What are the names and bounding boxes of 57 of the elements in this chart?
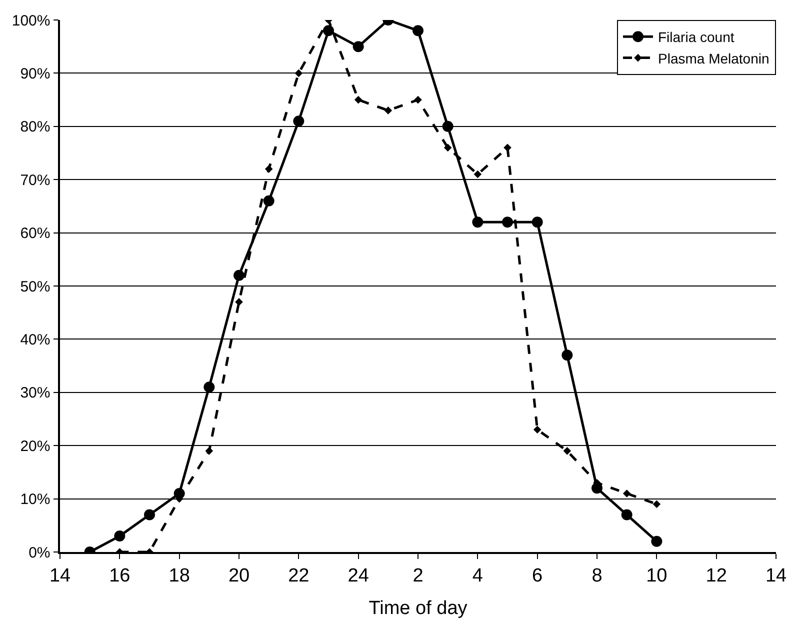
point — [263, 195, 274, 206]
point — [412, 25, 424, 36]
point — [323, 25, 334, 36]
point — [442, 120, 454, 132]
point — [504, 144, 512, 152]
y-tick-label: 70% — [20, 172, 50, 189]
x-tick-label: 12 — [706, 566, 727, 587]
y-tick-label: 20% — [20, 438, 50, 455]
x-tick-label: 14 — [765, 566, 787, 587]
legend-label: Filaria count — [658, 29, 734, 46]
point — [264, 165, 273, 173]
point — [235, 298, 243, 306]
x-tick-label: 16 — [109, 566, 130, 587]
x-tick-label: 20 — [228, 566, 250, 587]
point — [354, 96, 362, 104]
x-tick-label: 22 — [288, 566, 310, 587]
legend-label: Plasma Melatonin — [658, 50, 770, 66]
x-tick-label: 2 — [412, 566, 424, 587]
point — [474, 170, 482, 178]
x-tick-label: 10 — [646, 566, 668, 587]
point — [533, 426, 542, 434]
point — [384, 106, 392, 114]
y-tick-label: 30% — [20, 384, 50, 402]
y-tick-label: 0% — [28, 544, 50, 562]
y-tick-label: 60% — [20, 225, 50, 242]
x-axis-title: Time of day — [368, 598, 468, 619]
point — [532, 216, 543, 228]
point — [562, 350, 573, 361]
point — [294, 69, 303, 78]
point — [563, 447, 572, 455]
y-tick-label: 100% — [12, 12, 50, 30]
point — [204, 382, 215, 393]
point — [444, 144, 452, 152]
x-tick-label: 6 — [532, 566, 543, 587]
point — [293, 116, 304, 127]
x-tick-label: 8 — [592, 566, 602, 587]
x-tick-label: 14 — [49, 566, 71, 587]
y-tick-label: 40% — [20, 331, 50, 348]
point — [234, 270, 244, 281]
x-tick-label: 24 — [348, 566, 370, 587]
y-tick-label: 80% — [20, 118, 50, 136]
y-tick-label: 90% — [20, 65, 50, 82]
point — [652, 500, 661, 508]
point — [502, 216, 513, 228]
point — [205, 447, 214, 455]
x-tick-label: 4 — [472, 566, 484, 587]
point — [651, 536, 662, 547]
point — [472, 216, 484, 228]
y-tick-label: 10% — [20, 491, 50, 508]
point — [622, 490, 631, 498]
point — [352, 41, 364, 52]
point — [414, 96, 422, 104]
x-tick-label: 18 — [168, 566, 190, 587]
y-tick-label: 50% — [20, 278, 50, 296]
point — [144, 509, 155, 520]
point — [621, 509, 632, 520]
point — [114, 530, 126, 542]
